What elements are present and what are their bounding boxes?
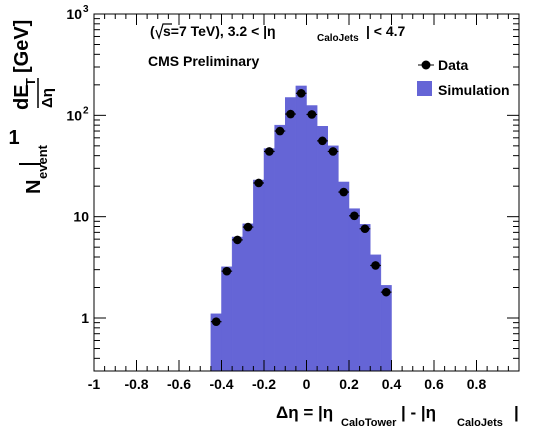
data-point (381, 287, 391, 297)
plot-frame (93, 13, 520, 372)
x-title-sub2: CaloJets (457, 417, 503, 429)
simulation-bar (380, 285, 392, 372)
simulation-bar (338, 181, 350, 372)
y-title-n-sub: event (35, 144, 50, 179)
y-tick-label: 10 (66, 107, 82, 123)
x-title-main: Δη = |η (276, 403, 333, 422)
data-point (222, 266, 232, 276)
y-tick-label: 10 (66, 6, 82, 22)
x-axis: -1 -0.8 -0.6 -0.4 -0.2 0 0.2 0.4 0.6 0.8 (88, 14, 509, 392)
x-tick-label: 0 (303, 376, 311, 392)
x-tick-label: 0.4 (382, 376, 402, 392)
y-tick-exponent: 3 (83, 4, 89, 15)
legend-simulation-swatch (417, 81, 432, 96)
simulation-histogram (210, 85, 392, 372)
legend-data-label: Data (438, 57, 469, 73)
y-axis-title: 1 N event dE T Δη [GeV] (8, 20, 56, 194)
y-tick-label: 10 (73, 209, 89, 225)
data-point (211, 317, 221, 326)
legend-simulation-label: Simulation (438, 82, 510, 98)
y-tick-exponent: 2 (83, 105, 89, 116)
x-tick-label: -0.8 (124, 376, 148, 392)
simulation-bar (348, 208, 360, 372)
data-point (243, 222, 253, 232)
y-title-one: 1 (8, 127, 19, 149)
y-title-de-text: dE (11, 84, 33, 110)
simulation-bar (359, 224, 371, 372)
y-title-de: dE T (11, 78, 38, 110)
simulation-bar (253, 179, 265, 372)
data-point (307, 110, 317, 119)
data-point (360, 224, 370, 234)
cms-preliminary-label: CMS Preliminary (148, 53, 259, 69)
data-point (318, 136, 327, 146)
data-points (210, 88, 392, 326)
legend-data-marker (421, 60, 431, 70)
energy-annotation: ( s=7 TeV), 3.2 < |η CaloJets | < 4.7 (150, 23, 406, 44)
data-point (254, 178, 263, 188)
simulation-bar (306, 105, 318, 372)
data-point (296, 88, 306, 98)
simulation-bar (263, 148, 275, 372)
y-title-de-sub: T (23, 78, 38, 86)
y-title-nevent: N event (23, 144, 50, 194)
x-tick-label: -0.6 (167, 376, 191, 392)
legend: Data Simulation (417, 57, 510, 98)
simulation-bar (231, 236, 243, 372)
x-axis-title: Δη = |η CaloTower | - |η CaloJets | (276, 403, 519, 429)
energy-subscript: CaloJets (317, 33, 359, 44)
x-tick-label: 0.8 (467, 376, 487, 392)
simulation-bar (316, 126, 328, 372)
data-point (339, 187, 348, 197)
y-title-deta: Δη (39, 88, 56, 108)
data-point (233, 235, 242, 245)
x-title-sub1: CaloTower (341, 417, 397, 429)
simulation-bar (327, 145, 339, 372)
simulation-bar (221, 266, 233, 372)
simulation-bar (285, 97, 297, 372)
data-point (371, 261, 380, 270)
simulation-bar (370, 254, 382, 372)
data-point (350, 211, 359, 221)
energy-tail: | < 4.7 (366, 23, 406, 39)
x-tick-label: 0.2 (339, 376, 359, 392)
sqrt-symbol (155, 23, 172, 40)
open-paren: ( (150, 23, 155, 39)
x-tick-label: -1 (88, 376, 101, 392)
data-point (328, 147, 338, 156)
y-title-n: N (23, 180, 45, 194)
simulation-bar (295, 85, 307, 372)
x-title-end: | (514, 403, 519, 422)
energy-label: s=7 TeV), 3.2 < |η (163, 23, 276, 39)
x-tick-label: -0.2 (252, 376, 276, 392)
data-point (265, 147, 274, 156)
x-tick-label: -0.4 (209, 376, 233, 392)
x-title-mid: | - |η (401, 403, 436, 422)
simulation-bar (242, 223, 254, 372)
data-point (275, 126, 285, 136)
x-tick-label: 0.6 (424, 376, 444, 392)
y-tick-label: 1 (81, 310, 89, 326)
data-point (286, 109, 295, 119)
simulation-bar (274, 124, 286, 372)
y-title-unit: [GeV] (11, 20, 33, 73)
